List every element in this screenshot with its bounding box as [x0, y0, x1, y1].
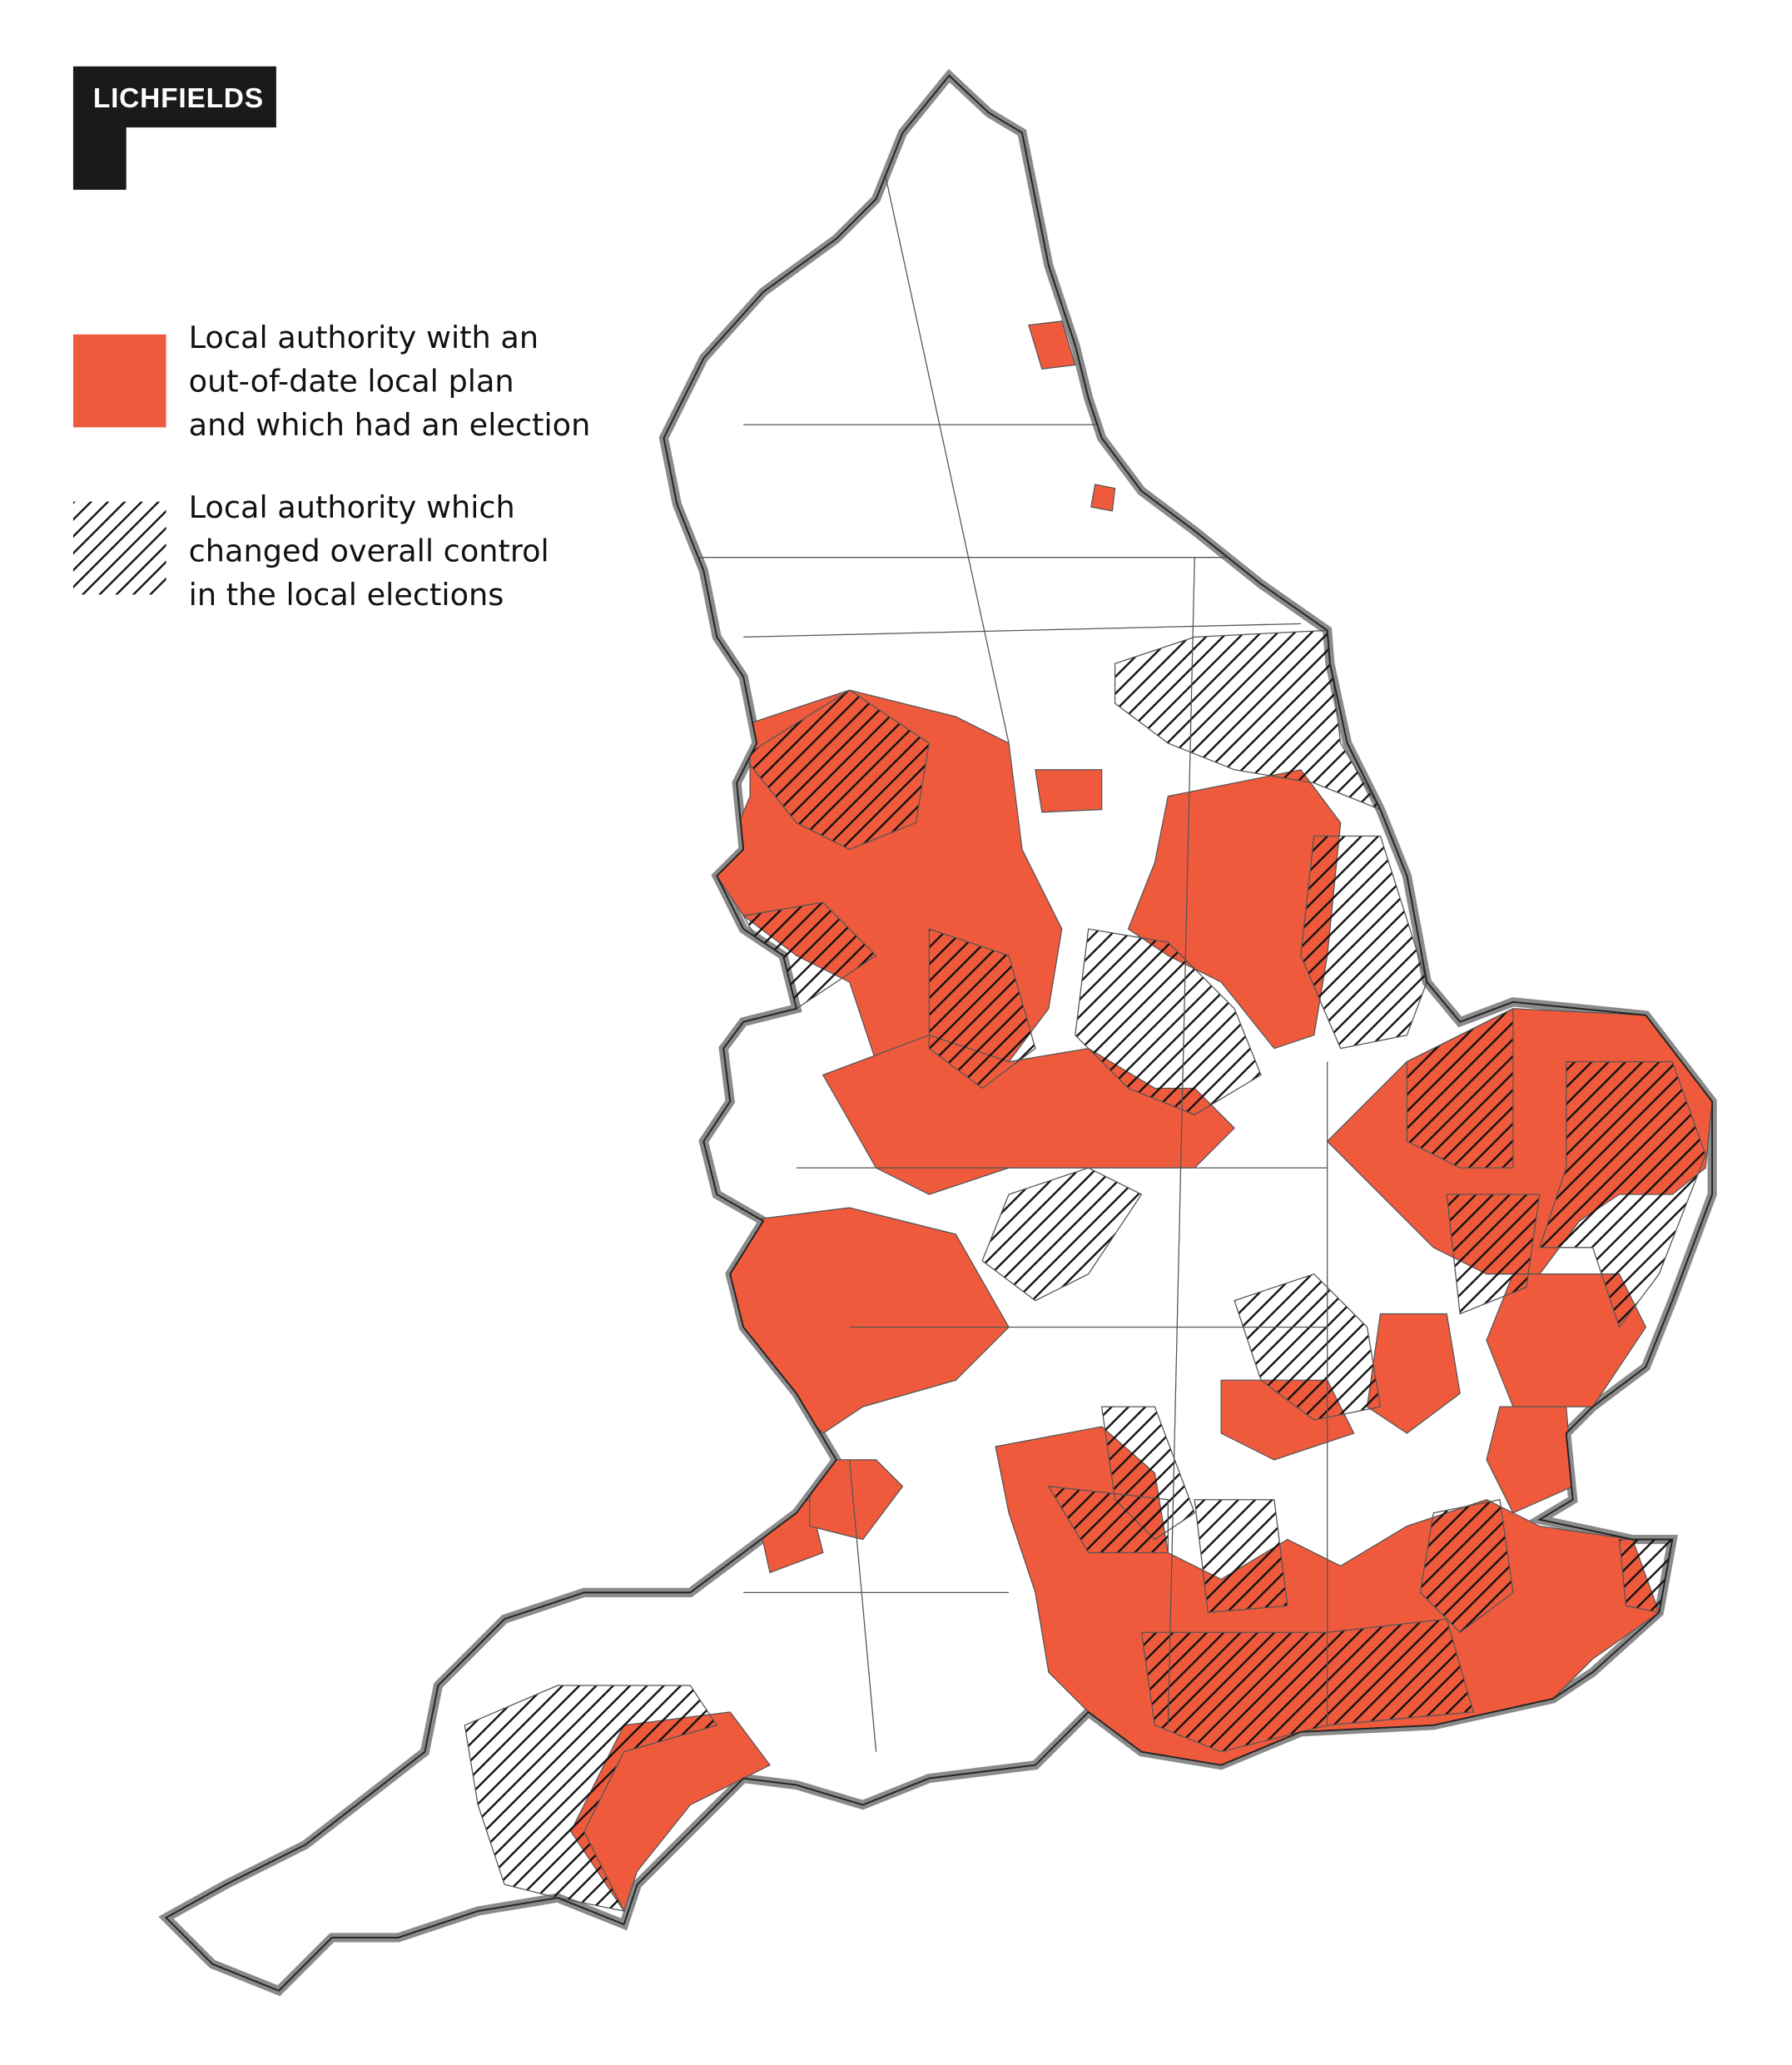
authority-hatched: [1446, 1194, 1541, 1315]
authority-border: [849, 1459, 877, 1752]
authority-border: [875, 132, 1010, 744]
legend-label: out-of-date local plan: [189, 363, 514, 399]
legend-label: Local authority which: [189, 489, 515, 525]
authority-hatched: [928, 928, 1036, 1090]
logo: LICHFIELDS: [72, 66, 276, 191]
authority-red: [809, 1459, 904, 1541]
authority-red: [1486, 1406, 1574, 1514]
authority-hatched: [1234, 1273, 1382, 1421]
england-map: [166, 76, 1713, 1991]
legend-label: Local authority with an: [189, 320, 539, 355]
authority-red: [1028, 320, 1076, 370]
authority-areas: [464, 132, 1713, 1913]
logo-mark: [72, 66, 276, 191]
authority-hatched: [1114, 629, 1382, 811]
legend-label: changed overall control: [189, 533, 549, 568]
legend-label: and which had an election: [189, 407, 591, 443]
authority-hatched: [1300, 835, 1427, 1050]
authority-red: [1035, 769, 1103, 813]
authority-border: [743, 623, 1301, 638]
authority-hatched: [1538, 1060, 1706, 1328]
legend-swatch: [72, 501, 166, 595]
authority-border: [1167, 557, 1195, 1725]
legend-swatch: [72, 334, 166, 428]
authority-hatched: [1140, 1618, 1474, 1753]
authority-hatched: [742, 689, 931, 851]
authority-hatched: [1047, 1486, 1169, 1554]
authority-hatched: [464, 1685, 718, 1912]
authority-hatched: [1419, 1498, 1514, 1634]
legend-label: in the local elections: [189, 577, 504, 613]
authority-red: [1127, 769, 1342, 1050]
authority-hatched: [1406, 1007, 1514, 1169]
authority-hatched: [1194, 1499, 1288, 1613]
legend: Local authority with an out-of-date loca…: [72, 320, 591, 613]
logo-text: LICHFIELDS: [93, 83, 264, 114]
authority-red: [1090, 484, 1116, 512]
authority-hatched: [1075, 928, 1262, 1116]
